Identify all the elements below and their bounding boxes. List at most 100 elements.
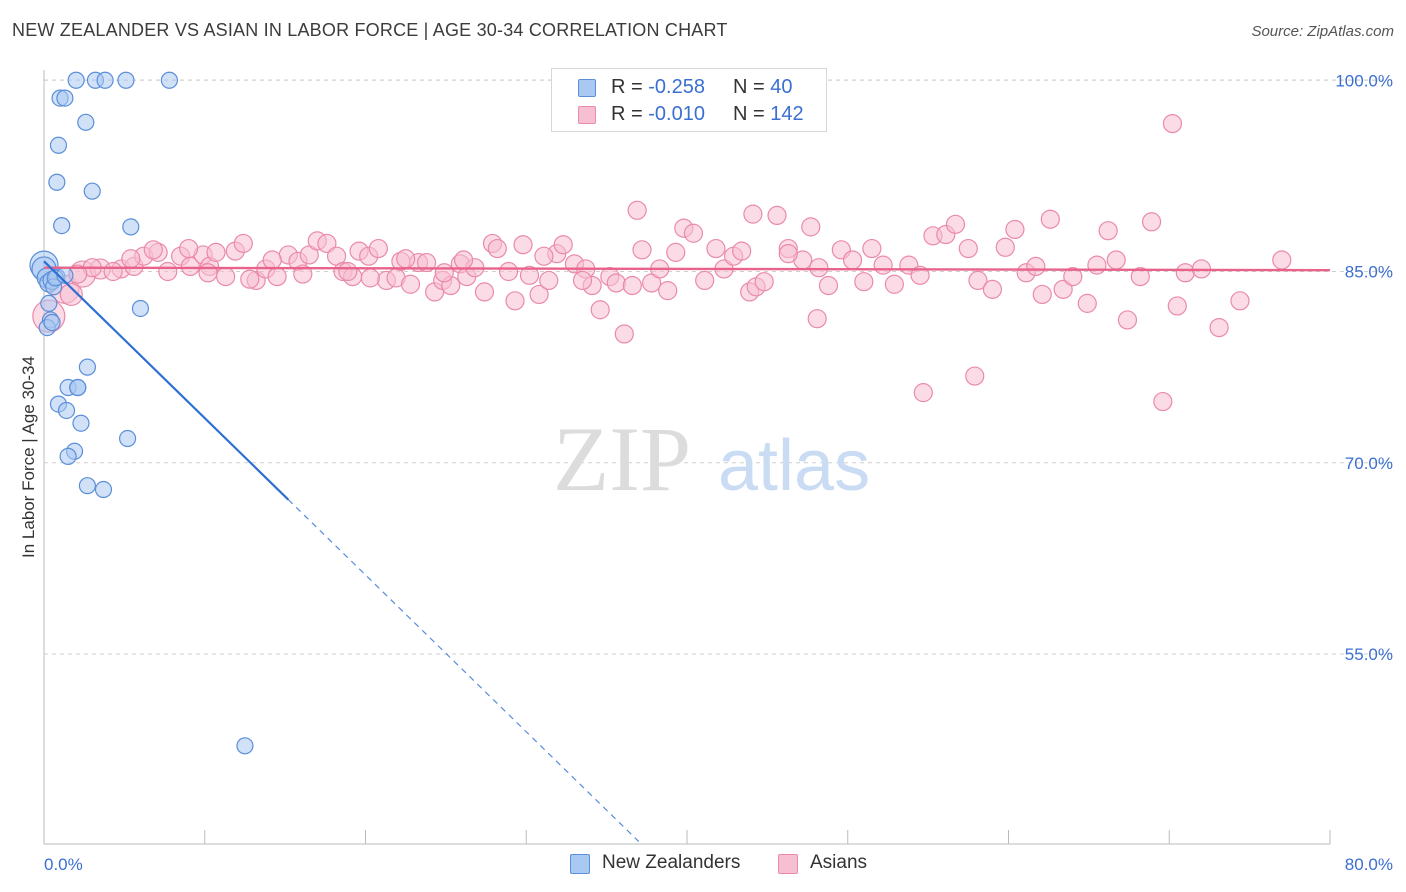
asian-point [198, 263, 218, 283]
asian-point [513, 235, 533, 255]
legend-row-asians: R = -0.010 N = 142 [578, 102, 818, 126]
asians-swatch [578, 106, 596, 124]
asian-point [233, 233, 253, 254]
asian-point [338, 261, 358, 282]
correlation-legend: R = -0.258 N = 40 R = -0.010 N = 142 [551, 68, 827, 132]
asians-series [32, 113, 1292, 412]
new-zealander-point [236, 737, 254, 755]
bottom-legend-label: New Zealanders [602, 852, 741, 873]
asian-point [216, 267, 236, 287]
asian-point [1209, 318, 1229, 338]
asian-point [995, 237, 1015, 257]
legend-n-value: 40 [770, 76, 793, 98]
x-axis-ticks [204, 830, 1331, 844]
asian-point [695, 270, 715, 291]
legend-n-value: 142 [770, 103, 804, 125]
asian-point [416, 252, 437, 273]
new-zealander-point [117, 71, 135, 89]
y-tick-label: 70.0% [1345, 454, 1393, 473]
asian-point [706, 238, 726, 259]
new-zealander-point [48, 173, 66, 191]
asian-point [498, 261, 519, 282]
source-label: Source: ZipAtlas.com [1251, 23, 1394, 40]
new-zealander-point [67, 71, 85, 89]
x-tick-label-min: 0.0% [44, 855, 83, 874]
asian-point [529, 284, 549, 305]
asian-point [658, 281, 678, 301]
new-zealander-point [122, 218, 140, 236]
x-tick-label-max: 80.0% [1345, 855, 1393, 874]
asian-point [884, 274, 904, 294]
asian-point [103, 261, 123, 282]
asian-point [179, 238, 199, 259]
new-zealander-point [131, 299, 150, 318]
asian-point [614, 324, 634, 344]
legend-row-new-zealanders: R = -0.258 N = 40 [578, 75, 818, 99]
new-zealander-point [96, 71, 114, 89]
y-tick-label: 100.0% [1335, 71, 1393, 90]
asian-point [807, 309, 827, 329]
asian-point [1040, 209, 1060, 229]
asian-point [553, 235, 573, 255]
asian-point [434, 263, 454, 283]
asian-point [453, 250, 474, 270]
y-axis-label: In Labor Force | Age 30-34 [19, 356, 38, 558]
new-zealander-point [94, 480, 113, 499]
asian-point [1087, 255, 1107, 275]
legend-r-label: R = [611, 76, 643, 98]
asian-point [945, 214, 966, 234]
asian-point [767, 205, 787, 225]
asian-point [1077, 293, 1097, 313]
asian-point [968, 270, 988, 291]
asian-point [121, 249, 141, 269]
asian-point [809, 258, 829, 278]
asian-point [743, 204, 763, 224]
asian-point [1162, 113, 1183, 134]
new-zealander-point [59, 447, 77, 465]
bottom-legend-new-zealanders: New Zealanders [570, 852, 760, 876]
legend-r-value: -0.258 [648, 76, 705, 98]
asian-point [534, 246, 554, 266]
asian-point [1141, 212, 1162, 232]
y-tick-label: 85.0% [1345, 263, 1393, 282]
asian-point [1005, 219, 1025, 240]
asian-point [873, 255, 893, 275]
new-zealander-point [53, 217, 71, 235]
new-zealander-point [43, 313, 61, 332]
asian-point [539, 270, 559, 291]
asian-point [666, 242, 686, 262]
asian-point [910, 265, 930, 285]
legend-n-label: N = [733, 76, 765, 98]
asian-point [262, 250, 282, 270]
asian-point [572, 270, 593, 291]
asian-point [293, 264, 313, 284]
asian-point [818, 275, 839, 296]
gridlines [44, 79, 1393, 655]
asian-point [590, 300, 610, 320]
asian-point [267, 267, 287, 287]
asian-point [965, 366, 985, 386]
new-zealander-point [40, 294, 58, 312]
chart-title: NEW ZEALANDER VS ASIAN IN LABOR FORCE | … [12, 20, 728, 40]
asian-point [801, 217, 821, 237]
asian-point [1153, 391, 1173, 412]
asian-point [1032, 284, 1052, 305]
asian-point [240, 269, 260, 289]
new-zealander-point [56, 89, 74, 107]
new-zealander-point [78, 358, 97, 376]
asian-point [1130, 267, 1150, 287]
asian-point [505, 291, 525, 311]
asian-point [982, 279, 1003, 299]
legend-r-value: -0.010 [648, 103, 705, 125]
asian-point [606, 273, 626, 293]
asian-point [206, 242, 226, 262]
watermark: ZIP atlas [553, 408, 870, 510]
asian-point [1053, 279, 1073, 299]
new-zealanders-trend-line [43, 260, 290, 501]
new-zealanders-series [29, 71, 254, 755]
asian-point [622, 275, 642, 296]
asian-point [487, 238, 507, 259]
y-tick-label: 55.0% [1345, 645, 1393, 664]
asian-point [862, 238, 882, 259]
new-zealander-point [160, 71, 178, 89]
